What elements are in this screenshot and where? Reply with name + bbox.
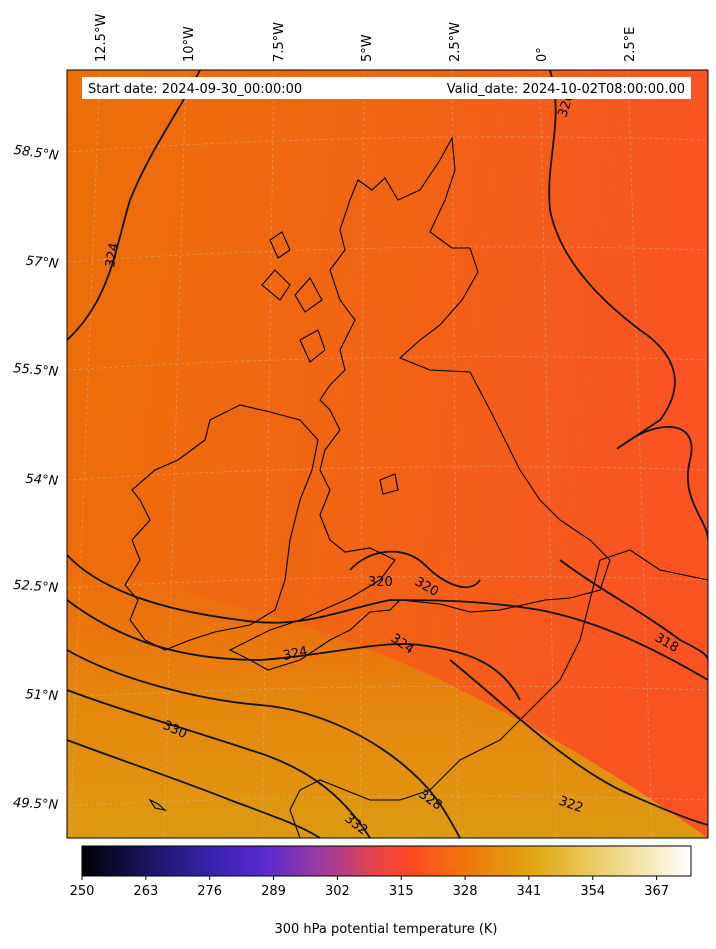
lat-label-54n: 54°N — [25, 472, 59, 489]
colorbar-tick-label: 341 — [517, 884, 542, 899]
contour-label-324-west: 324 — [103, 242, 122, 269]
lon-label-12-5w: 12.5°W — [94, 14, 109, 62]
colorbar-tick-label: 315 — [389, 884, 414, 899]
lon-label-2-5w: 2.5°W — [448, 22, 463, 62]
longitude-labels: 12.5°W 10°W 7.5°W 5°W 2.5°W 0° 2.5°E — [94, 14, 638, 62]
lon-label-7-5w: 7.5°W — [272, 22, 287, 62]
lon-label-10w: 10°W — [182, 26, 197, 62]
colorbar-tick-label: 250 — [70, 884, 95, 899]
lat-label-58-5n: 58.5°N — [13, 143, 60, 164]
lon-label-2-5e: 2.5°E — [623, 27, 638, 62]
colorbar-tick-label: 289 — [261, 884, 286, 899]
contour-label-320-a: 320 — [368, 575, 393, 590]
map-frame — [66, 69, 709, 839]
contours — [67, 70, 708, 838]
colorbar-ticks: 250 263 276 289 302 315 328 341 354 367 — [70, 876, 669, 899]
lat-label-49-5n: 49.5°N — [13, 796, 59, 813]
lon-label-5w: 5°W — [360, 34, 375, 62]
cool-east-region — [660, 100, 708, 600]
lat-label-52-5n: 52.5°N — [13, 578, 59, 596]
header-box — [82, 77, 691, 99]
colorbar-gradient — [81, 845, 692, 877]
colorbar: 250 263 276 289 302 315 328 341 354 367 300 hPa p… — [70, 845, 692, 937]
colorbar-title: 300 hPa potential temperature (K) — [274, 922, 497, 937]
colorbar-tick-label: 263 — [133, 884, 158, 899]
colorbar-tick-label: 302 — [325, 884, 350, 899]
map-panel: 324 320 320 324 324 330 328 332 322 318 … — [67, 70, 708, 838]
start-date-label: Start date: 2024-09-30_00:00:00 — [88, 82, 302, 97]
lon-label-0: 0° — [535, 47, 550, 62]
colorbar-tick-label: 367 — [644, 884, 669, 899]
colorbar-tick-label: 328 — [453, 884, 478, 899]
colorbar-tick-label: 354 — [580, 884, 605, 899]
contour-label-324-south: 324 — [282, 644, 309, 664]
lat-label-55-5n: 55.5°N — [13, 361, 60, 380]
graticule — [67, 70, 708, 838]
lat-label-57n: 57°N — [25, 254, 59, 272]
latitude-labels: 58.5°N 57°N 55.5°N 54°N 52.5°N 51°N 49.5… — [13, 143, 60, 813]
lat-label-51n: 51°N — [25, 687, 59, 704]
valid-date-label: Valid_date: 2024-10-02T08:00:00.00 — [447, 82, 685, 97]
colorbar-tick-label: 276 — [197, 884, 222, 899]
